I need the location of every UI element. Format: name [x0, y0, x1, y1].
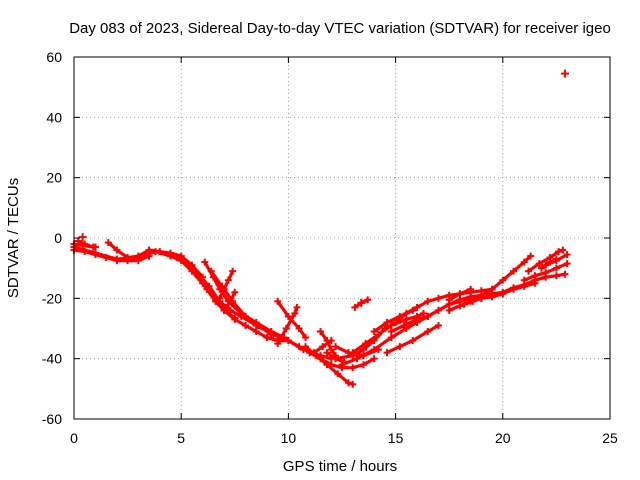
outlier-points — [78, 69, 569, 307]
y-tick-label: 60 — [46, 49, 62, 65]
x-axis-label: GPS time / hours — [283, 458, 397, 475]
series-line-arc-cross-a — [276, 299, 308, 340]
x-tick-label: 0 — [70, 430, 78, 446]
y-tick-label: -20 — [42, 290, 62, 306]
y-tick-label: 0 — [54, 230, 62, 246]
y-tick-labels: -60 -40 -20 0 20 40 60 — [42, 49, 62, 427]
series-line-arc-hump — [106, 240, 205, 279]
y-axis-label: SDTVAR / TECUs — [5, 178, 22, 298]
y-tick-label: 40 — [46, 109, 62, 125]
x-tick-labels: 0 5 10 15 20 25 — [70, 430, 618, 446]
series-line-arc-cross-c — [319, 329, 338, 358]
axis-ticks — [73, 56, 611, 420]
y-tick-label: -60 — [42, 411, 62, 427]
x-tick-label: 10 — [281, 430, 297, 446]
series-line-arc-up-d — [372, 308, 415, 334]
x-tick-label: 25 — [602, 430, 618, 446]
series-line-arc-up-c — [351, 311, 426, 355]
series-line-arc-up-g — [389, 314, 430, 334]
chart-title: Day 083 of 2023, Sidereal Day-to-day VTE… — [69, 20, 611, 37]
series-line-arc-short-7 — [218, 269, 235, 300]
data-series — [70, 237, 571, 388]
x-tick-label: 5 — [177, 430, 185, 446]
grid-lines — [74, 57, 610, 419]
series-line-arc-drop-b — [203, 260, 286, 340]
x-tick-label: 15 — [388, 430, 404, 446]
series-line-arc-up-f — [334, 345, 380, 358]
y-tick-label: 20 — [46, 170, 62, 186]
y-tick-label: -40 — [42, 351, 62, 367]
x-tick-label: 20 — [495, 430, 511, 446]
series-line-arc-cross-b — [276, 305, 299, 346]
series-line-arc-drop-c — [209, 269, 273, 337]
